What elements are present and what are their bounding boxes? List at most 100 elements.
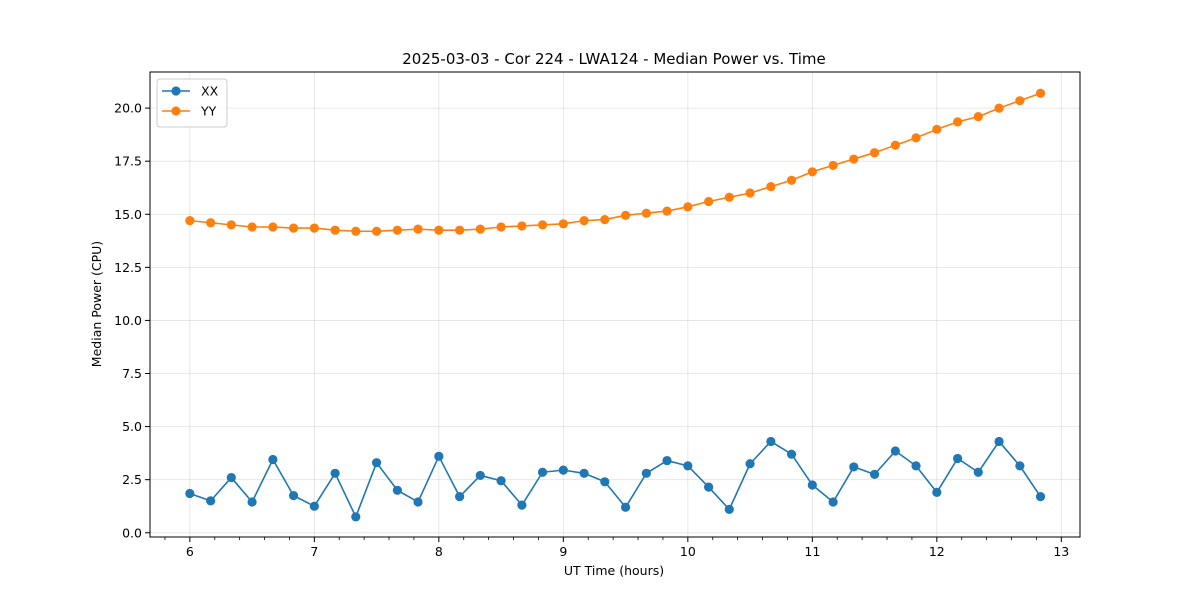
- data-point-xx: [745, 459, 755, 469]
- data-point-xx: [226, 472, 236, 483]
- data-point-xx: [371, 458, 382, 468]
- data-point-xx: [392, 485, 402, 495]
- data-point-xx: [579, 468, 589, 478]
- data-point-xx: [786, 449, 797, 459]
- data-point-yy: [496, 222, 506, 232]
- data-point-xx: [537, 467, 548, 477]
- data-point-yy: [662, 206, 672, 216]
- legend-swatch-marker: [171, 86, 181, 96]
- data-point-yy: [828, 160, 838, 171]
- data-point-xx: [828, 497, 838, 507]
- data-point-yy: [766, 182, 776, 192]
- data-point-xx: [206, 496, 216, 506]
- legend-swatch-marker: [171, 106, 181, 116]
- data-point-yy: [475, 224, 485, 234]
- data-point-xx: [247, 497, 257, 507]
- data-point-yy: [641, 208, 651, 218]
- data-point-xx: [309, 501, 319, 511]
- data-point-yy: [932, 124, 942, 134]
- data-point-yy: [413, 224, 423, 234]
- data-point-yy: [994, 103, 1004, 113]
- data-point-yy: [786, 175, 797, 185]
- data-point-xx: [558, 465, 568, 475]
- data-point-yy: [226, 220, 236, 230]
- legend-label: YY: [200, 104, 217, 119]
- data-point-yy: [869, 148, 880, 158]
- data-point-yy: [973, 111, 983, 122]
- x-tick-label: 13: [1053, 544, 1069, 559]
- data-point-yy: [371, 226, 382, 236]
- x-tick-label: 6: [186, 544, 194, 559]
- data-point-xx: [496, 476, 506, 486]
- data-point-xx: [973, 467, 983, 477]
- data-point-xx: [807, 480, 817, 490]
- data-point-yy: [247, 222, 257, 232]
- data-point-yy: [392, 225, 402, 235]
- plot-frame: [149, 71, 1081, 538]
- data-point-yy: [724, 192, 734, 202]
- data-point-yy: [745, 188, 755, 198]
- y-tick-label: 15.0: [114, 207, 142, 222]
- y-tick-label: 10.0: [114, 313, 142, 328]
- data-point-xx: [600, 477, 610, 487]
- data-point-yy: [268, 222, 278, 232]
- data-point-xx: [911, 461, 921, 471]
- data-point-yy: [309, 223, 319, 233]
- data-point-xx: [724, 504, 734, 514]
- y-axis-label: Median Power (CPU): [89, 241, 104, 367]
- data-point-yy: [455, 225, 465, 235]
- y-tick-label: 5.0: [122, 419, 142, 434]
- y-tick-label: 12.5: [114, 260, 142, 275]
- data-point-xx: [766, 436, 776, 447]
- data-point-yy: [558, 219, 568, 229]
- y-axis: 0.0 2.5 5.0 7.5 10.0 12.5 15.0 17.5 20.0: [114, 101, 150, 540]
- data-point-xx: [641, 468, 651, 478]
- series-xx: [185, 436, 1046, 522]
- data-point-xx: [517, 500, 527, 510]
- grid-lines: [150, 72, 1080, 537]
- x-axis-label: UT Time (hours): [564, 563, 664, 578]
- data-point-yy: [953, 117, 963, 127]
- data-point-xx: [434, 451, 444, 461]
- data-point-xx: [185, 488, 195, 499]
- data-point-yy: [579, 216, 589, 226]
- x-tick-label: 9: [559, 544, 567, 559]
- data-point-xx: [953, 453, 963, 464]
- x-tick-label: 12: [929, 544, 945, 559]
- data-point-xx: [683, 461, 693, 471]
- series-yy: [185, 88, 1046, 236]
- y-tick-label: 17.5: [114, 154, 142, 169]
- data-point-yy: [517, 221, 527, 231]
- data-point-xx: [1035, 492, 1046, 502]
- x-tick-label: 8: [435, 544, 443, 559]
- data-point-xx: [890, 446, 900, 456]
- x-tick-label: 10: [680, 544, 696, 559]
- data-point-xx: [620, 502, 631, 512]
- data-point-yy: [537, 220, 548, 230]
- data-point-yy: [1035, 88, 1046, 98]
- data-point-yy: [1015, 96, 1025, 106]
- data-point-xx: [869, 469, 880, 479]
- data-point-yy: [890, 140, 900, 150]
- data-point-xx: [932, 487, 942, 498]
- data-point-xx: [1015, 461, 1025, 471]
- data-point-yy: [683, 202, 693, 212]
- data-point-yy: [288, 223, 299, 233]
- data-point-yy: [911, 133, 921, 143]
- y-tick-label: 2.5: [122, 472, 142, 487]
- data-point-yy: [600, 214, 610, 225]
- data-point-yy: [704, 196, 714, 207]
- data-point-yy: [620, 210, 631, 220]
- x-tick-label: 11: [804, 544, 820, 559]
- legend-item-xx: XX: [162, 84, 219, 99]
- y-tick-label: 20.0: [114, 101, 142, 116]
- data-point-yy: [206, 218, 216, 228]
- data-point-yy: [849, 154, 859, 164]
- data-point-xx: [662, 455, 672, 466]
- data-point-yy: [185, 216, 195, 226]
- data-point-yy: [434, 225, 444, 235]
- data-point-xx: [849, 462, 859, 472]
- x-axis: 6 7 8 9 10 11 12 13: [164, 537, 1069, 559]
- data-point-xx: [330, 468, 340, 478]
- data-point-xx: [475, 470, 485, 481]
